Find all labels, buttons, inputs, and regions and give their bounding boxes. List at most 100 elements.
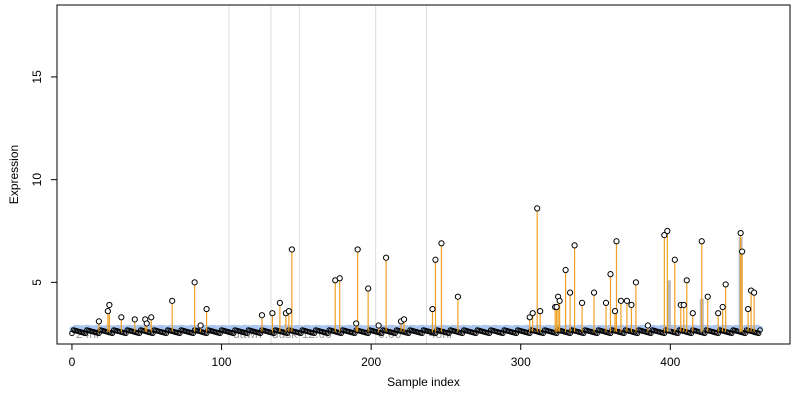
data-point — [148, 314, 155, 321]
baseline-point — [123, 330, 129, 337]
baseline-point — [392, 330, 398, 337]
data-point — [698, 238, 705, 245]
data-point — [704, 293, 711, 300]
data-point — [336, 275, 343, 282]
baseline-point — [149, 330, 156, 337]
baseline-point — [163, 330, 170, 337]
data-point — [578, 299, 586, 307]
gray-spike — [666, 280, 671, 332]
data-point — [353, 320, 360, 327]
data-point — [526, 314, 533, 321]
data-point — [365, 285, 372, 292]
baseline-point — [540, 330, 546, 337]
y-ticks: 5 10 15 — [30, 70, 57, 286]
x-tick-label: 0 — [69, 355, 76, 369]
x-tick-label: 200 — [361, 355, 381, 369]
data-point — [628, 301, 635, 309]
data-point — [739, 248, 746, 255]
baseline-point — [82, 330, 89, 337]
baseline-point — [513, 330, 520, 337]
data-point — [671, 256, 678, 263]
baseline-point — [136, 330, 143, 337]
data-point — [354, 246, 361, 253]
spike-stems — [98, 208, 755, 332]
baseline-point — [499, 330, 506, 337]
baseline-point — [244, 330, 250, 337]
data-point — [143, 320, 150, 327]
data-point — [454, 293, 462, 300]
y-tick-label: 10 — [30, 173, 44, 187]
baseline-point — [728, 330, 735, 337]
x-axis-label: Sample index — [387, 375, 460, 389]
baseline-point — [473, 330, 479, 337]
data-point — [737, 229, 744, 237]
x-tick-label: 100 — [212, 355, 232, 369]
data-point — [722, 281, 729, 288]
data-point — [683, 277, 690, 284]
data-point — [106, 301, 113, 309]
data-point — [719, 303, 726, 311]
baseline-point — [298, 330, 304, 337]
baseline-point — [648, 330, 654, 337]
baseline-point — [69, 330, 75, 337]
x-tick-label: 300 — [511, 355, 531, 369]
data-point — [689, 310, 696, 317]
data-point — [571, 242, 578, 249]
data-point — [611, 308, 619, 315]
reference-lines — [228, 5, 427, 344]
data-point — [607, 271, 614, 278]
baseline-point — [419, 330, 425, 337]
data-point — [602, 299, 610, 307]
data-point — [644, 322, 651, 329]
baseline-point — [176, 330, 183, 337]
data-point — [285, 308, 292, 315]
data-point — [131, 316, 138, 323]
baseline-point — [580, 330, 587, 337]
data-point — [562, 266, 569, 274]
data-point — [537, 308, 544, 315]
data-point — [169, 297, 176, 304]
data-point — [632, 279, 640, 286]
baseline-point — [486, 330, 493, 337]
data-point — [613, 238, 620, 245]
data-point — [529, 310, 536, 317]
data-point — [617, 297, 625, 304]
data-point — [750, 289, 758, 296]
baseline-point — [688, 330, 695, 337]
baseline-point — [621, 330, 627, 337]
data-point — [623, 297, 631, 304]
data-point — [715, 310, 722, 317]
y-tick-label: 15 — [30, 70, 44, 84]
baseline-point — [594, 330, 600, 337]
data-point — [269, 310, 276, 317]
baseline-point — [446, 330, 452, 337]
data-point — [197, 322, 204, 329]
data-point — [556, 297, 563, 304]
data-point — [567, 289, 574, 296]
baseline-point — [742, 330, 748, 337]
baseline-point — [230, 330, 237, 337]
data-point — [429, 305, 436, 313]
data-point — [680, 301, 687, 309]
baseline-band — [69, 237, 763, 337]
baseline-point — [378, 330, 385, 337]
data-point — [104, 308, 111, 315]
baseline-point — [755, 330, 762, 337]
baseline-point — [459, 330, 466, 337]
x-tick-label: 400 — [660, 355, 680, 369]
baseline-point — [757, 327, 763, 333]
baseline-point — [311, 330, 318, 337]
axes: 0 100 200 300 400 5 10 15 Sample index Express… — [7, 4, 791, 389]
data-point — [664, 227, 671, 235]
data-point — [383, 254, 390, 261]
baseline-point — [257, 330, 264, 337]
data-point — [745, 305, 752, 313]
data-point — [118, 314, 125, 321]
baseline-point — [109, 330, 116, 337]
data-point — [661, 232, 668, 239]
data-point — [534, 205, 541, 212]
data-point — [438, 240, 445, 247]
data-point — [191, 279, 198, 286]
baseline-point — [634, 330, 641, 337]
